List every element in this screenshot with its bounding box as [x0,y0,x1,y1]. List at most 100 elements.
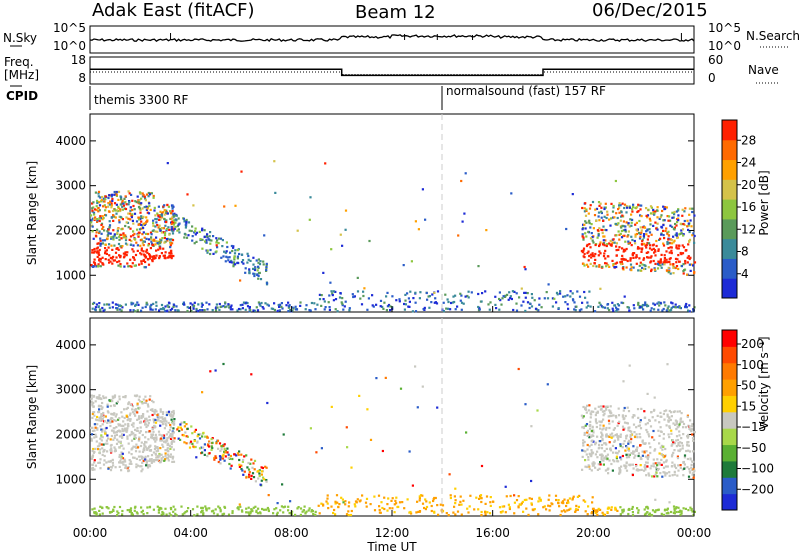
velocity-point [137,398,140,401]
power-point [234,249,237,252]
power-point [642,267,646,271]
power-point [101,239,104,242]
power-point [230,259,233,262]
velocity-point [665,512,668,515]
power-point [162,247,165,250]
velocity-point [681,420,684,423]
power-point [381,305,384,308]
velocity-point [564,510,567,513]
velocity-point [136,464,140,467]
power-point [152,194,155,198]
velocity-point [563,509,566,512]
velocity-point [644,423,647,426]
power-point [649,261,652,264]
velocity-point [605,435,608,438]
nsearch-tick-bottom: 10^0 [708,39,741,53]
power-point [663,206,667,209]
power-point [498,297,501,301]
power-point [674,266,677,270]
power-point [660,253,663,256]
velocity-point [166,447,169,450]
velocity-point [648,418,651,422]
power-point [649,212,653,215]
velocity-point [591,462,594,465]
power-point [258,263,262,266]
velocity-point [672,422,675,425]
velocity-point [586,443,589,447]
velocity-point [183,441,186,444]
power-point [677,267,680,271]
power-point [510,297,513,301]
velocity-point [130,439,134,442]
power-point [611,241,614,244]
velocity-point [131,513,134,516]
velocity-point [109,404,112,408]
velocity-point [147,422,150,425]
power-point [121,199,124,202]
power-point [188,229,191,232]
velocity-point [238,450,241,453]
velocity-point [210,445,213,448]
velocity-point [673,509,676,512]
power-point [605,265,608,268]
velocity-point [662,455,665,458]
power-point [592,227,595,230]
power-point [630,244,633,247]
power-point [152,224,155,227]
power-point [368,239,371,243]
power-point [119,245,122,248]
power-point [123,265,126,268]
power-point [224,301,227,304]
velocity-point [133,437,136,440]
power-point [92,211,96,214]
velocity-point [645,450,648,453]
power-point [222,305,225,308]
power-point [95,303,98,306]
velocity-point [144,395,147,398]
power-point [137,233,140,236]
power-point [139,244,142,247]
power-point [403,308,406,311]
velocity-point [634,435,637,439]
power-point [594,252,597,256]
velocity-point [619,471,622,474]
power-point [504,294,507,297]
velocity-point [273,508,276,511]
velocity-point [97,396,100,399]
velocity-point [568,508,571,511]
power-point [171,204,174,207]
power-point [238,252,241,256]
velocity-point [626,422,629,425]
velocity-point [601,439,604,442]
velocity-point [656,464,659,467]
power-point [158,255,161,258]
velocity-point [310,510,313,513]
power-point [637,303,640,306]
power-point [618,204,621,207]
velocity-point [193,430,196,433]
power-point [547,283,550,286]
power-point [540,306,543,309]
power-point [176,309,179,312]
velocity-point [134,414,137,417]
power-point [632,203,635,206]
power-point [366,308,369,311]
velocity-point [223,443,226,446]
power-point [231,308,234,311]
power-point [341,304,344,307]
velocity-point [116,430,119,433]
power-point [132,222,135,225]
velocity-point [222,453,225,456]
power-point [682,270,685,273]
velocity-point [240,509,244,512]
power-point [630,266,633,269]
velocity-point [104,415,107,418]
velocity-point [159,416,162,419]
power-point [591,239,594,242]
velocity-point [96,423,99,426]
power-colorbar-swatch [722,258,737,279]
power-point [309,309,312,312]
velocity-point [599,424,602,427]
velocity-point [664,472,667,475]
power-point [107,202,110,205]
